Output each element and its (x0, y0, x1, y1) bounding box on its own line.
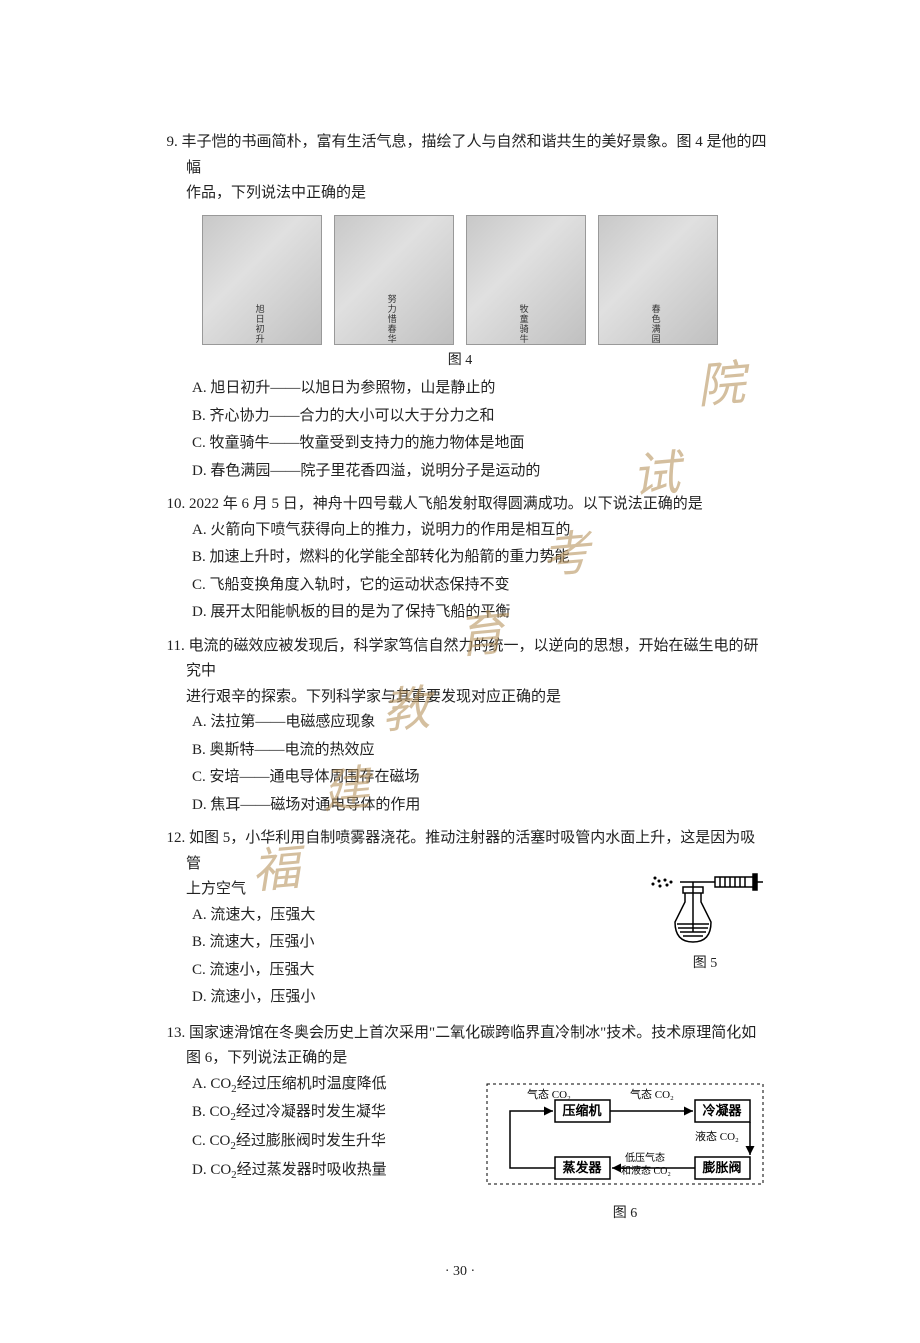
q12-option-a: A. 流速大，压强大 (192, 903, 640, 929)
q9-options: A. 旭日初升——以旭日为参照物，山是静止的 B. 齐心协力——合力的大小可以大… (150, 376, 770, 484)
figure-6: 压缩机 冷凝器 蒸发器 膨胀阀 气态 CO₂ 气态 CO₂ 液态 CO₂ 低压气… (480, 1082, 770, 1230)
q13-number: 13. (167, 1025, 186, 1041)
q12-option-d: D. 流速小，压强小 (192, 985, 640, 1011)
box-compressor: 压缩机 (562, 1103, 601, 1118)
figure-5-caption: 图 5 (640, 952, 770, 976)
q10-number: 10. (167, 496, 186, 512)
painting-3-title: 牧童骑牛 (467, 216, 585, 344)
co2-flowchart: 压缩机 冷凝器 蒸发器 膨胀阀 气态 CO₂ 气态 CO₂ 液态 CO₂ 低压气… (485, 1082, 765, 1202)
q12-option-c: C. 流速小，压强大 (192, 958, 640, 984)
painting-2-title: 努力惜春华 (335, 216, 453, 344)
q13-option-b: B. CO2经过冷凝器时发生凝华 (192, 1100, 480, 1127)
q10-option-c: C. 飞船变换角度入轨时，它的运动状态保持不变 (192, 573, 770, 599)
label-liquid: 液态 CO₂ (695, 1129, 739, 1143)
q11-number: 11. (167, 638, 185, 654)
label-gas2: 气态 CO₂ (630, 1087, 674, 1101)
q9-stem-2: 作品，下列说法中正确的是 (150, 181, 770, 207)
painting-4: 春色满园 (598, 215, 718, 345)
painting-1-title: 旭日初升 (203, 216, 321, 344)
q13-stem-2: 图 6，下列说法正确的是 (150, 1046, 770, 1072)
q10-option-d: D. 展开太阳能帆板的目的是为了保持飞船的平衡 (192, 600, 770, 626)
q12-stem-1: 如图 5，小华利用自制喷雾器浇花。推动注射器的活塞时吸管内水面上升，这是因为吸管 (186, 830, 755, 872)
q9-option-d: D. 春色满园——院子里花香四溢，说明分子是运动的 (192, 459, 770, 485)
question-10: 10. 2022 年 6 月 5 日，神舟十四号载人飞船发射取得圆满成功。以下说… (150, 492, 770, 626)
q13-stem-1: 国家速滑馆在冬奥会历史上首次采用"二氧化碳跨临界直冷制冰"技术。技术原理简化如 (189, 1025, 756, 1041)
q13-options: A. CO2经过压缩机时温度降低 B. CO2经过冷凝器时发生凝华 C. CO2… (150, 1072, 480, 1185)
q13-option-a: A. CO2经过压缩机时温度降低 (192, 1072, 480, 1099)
sprayer-icon (645, 872, 765, 952)
figure-4-row: 旭日初升 努力惜春华 牧童骑牛 春色满园 (150, 215, 770, 345)
painting-4-title: 春色满园 (599, 216, 717, 344)
q9-option-c: C. 牧童骑牛——牧童受到支持力的施力物体是地面 (192, 431, 770, 457)
question-9: 9. 丰子恺的书画简朴，富有生活气息，描绘了人与自然和谐共生的美好景象。图 4 … (150, 130, 770, 484)
q11-stem-1: 电流的磁效应被发现后，科学家笃信自然力的统一，以逆向的思想，开始在磁生电的研究中 (186, 638, 758, 680)
figure-5: 图 5 (640, 872, 770, 980)
box-valve: 膨胀阀 (701, 1160, 741, 1175)
q11-stem-2: 进行艰辛的探索。下列科学家与其重要发现对应正确的是 (150, 685, 770, 711)
q11-option-a: A. 法拉第——电磁感应现象 (192, 710, 770, 736)
q9-option-a: A. 旭日初升——以旭日为参照物，山是静止的 (192, 376, 770, 402)
q9-number: 9. (167, 134, 178, 150)
q11-option-b: B. 奥斯特——电流的热效应 (192, 738, 770, 764)
label-gas1: 气态 CO₂ (527, 1087, 571, 1101)
q12-stem-2: 上方空气 (150, 877, 640, 903)
painting-3: 牧童骑牛 (466, 215, 586, 345)
q12-options: A. 流速大，压强大 B. 流速大，压强小 C. 流速小，压强大 D. 流速小，… (150, 903, 640, 1011)
question-11: 11. 电流的磁效应被发现后，科学家笃信自然力的统一，以逆向的思想，开始在磁生电… (150, 634, 770, 819)
question-13: 13. 国家速滑馆在冬奥会历史上首次采用"二氧化碳跨临界直冷制冰"技术。技术原理… (150, 1021, 770, 1230)
q12-option-b: B. 流速大，压强小 (192, 930, 640, 956)
q10-stem: 2022 年 6 月 5 日，神舟十四号载人飞船发射取得圆满成功。以下说法正确的… (189, 496, 703, 512)
figure-6-caption: 图 6 (480, 1202, 770, 1226)
box-evaporator: 蒸发器 (562, 1160, 602, 1175)
q13-option-c: C. CO2经过膨胀阀时发生升华 (192, 1129, 480, 1156)
label-low1: 低压气态 (625, 1151, 665, 1164)
q13-option-d: D. CO2经过蒸发器时吸收热量 (192, 1158, 480, 1185)
box-condenser: 冷凝器 (702, 1103, 742, 1118)
q12-number: 12. (167, 830, 186, 846)
q9-option-b: B. 齐心协力——合力的大小可以大于分力之和 (192, 404, 770, 430)
page-number: · 30 · (150, 1260, 770, 1284)
q10-options: A. 火箭向下喷气获得向上的推力，说明力的作用是相互的 B. 加速上升时，燃料的… (150, 518, 770, 626)
q9-stem-1: 丰子恺的书画简朴，富有生活气息，描绘了人与自然和谐共生的美好景象。图 4 是他的… (182, 134, 767, 176)
q11-option-c: C. 安培——通电导体周围存在磁场 (192, 765, 770, 791)
figure-4-caption: 图 4 (150, 349, 770, 373)
q10-option-a: A. 火箭向下喷气获得向上的推力，说明力的作用是相互的 (192, 518, 770, 544)
painting-2: 努力惜春华 (334, 215, 454, 345)
q10-option-b: B. 加速上升时，燃料的化学能全部转化为船箭的重力势能 (192, 545, 770, 571)
q11-options: A. 法拉第——电磁感应现象 B. 奥斯特——电流的热效应 C. 安培——通电导… (150, 710, 770, 818)
question-12: 12. 如图 5，小华利用自制喷雾器浇花。推动注射器的活塞时吸管内水面上升，这是… (150, 826, 770, 1013)
q11-option-d: D. 焦耳——磁场对通电导体的作用 (192, 793, 770, 819)
painting-1: 旭日初升 (202, 215, 322, 345)
label-low2: 和液态 CO₂ (621, 1164, 671, 1177)
